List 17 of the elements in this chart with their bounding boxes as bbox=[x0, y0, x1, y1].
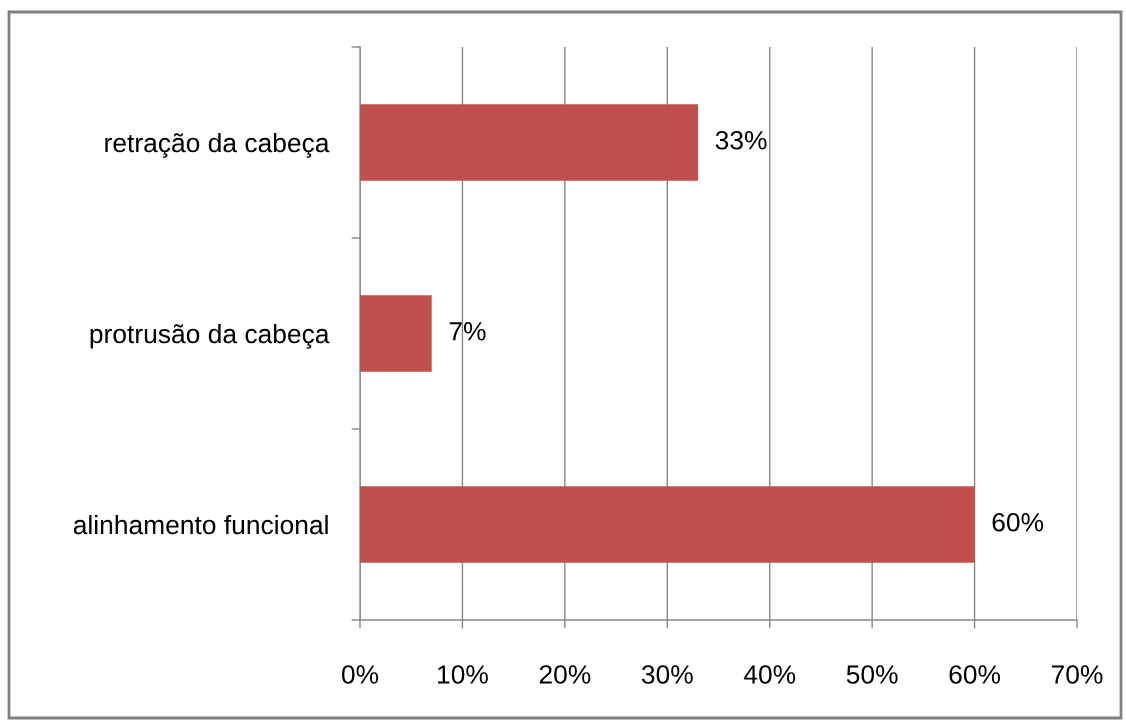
y-tick-label: protrusão da cabeça bbox=[90, 323, 330, 349]
data-label: 60% bbox=[992, 512, 1044, 532]
x-tick-label: 10% bbox=[438, 665, 488, 684]
x-tick-label: 20% bbox=[539, 665, 591, 684]
bar bbox=[360, 295, 432, 372]
data-label: 7% bbox=[449, 322, 486, 341]
x-tick-label: 70% bbox=[1051, 665, 1103, 684]
bar bbox=[360, 104, 699, 181]
y-tick-label: alinhamento funcional bbox=[73, 514, 328, 535]
x-tick-label: 40% bbox=[743, 665, 796, 684]
bar bbox=[360, 486, 975, 563]
x-tick-label: 30% bbox=[641, 665, 693, 684]
x-tick-label: 0% bbox=[341, 665, 379, 684]
x-tick-label: 60% bbox=[949, 665, 1001, 684]
x-tick-label: 50% bbox=[846, 665, 898, 684]
y-tick-label: retração da cabeça bbox=[105, 132, 330, 158]
data-label: 33% bbox=[715, 130, 767, 150]
